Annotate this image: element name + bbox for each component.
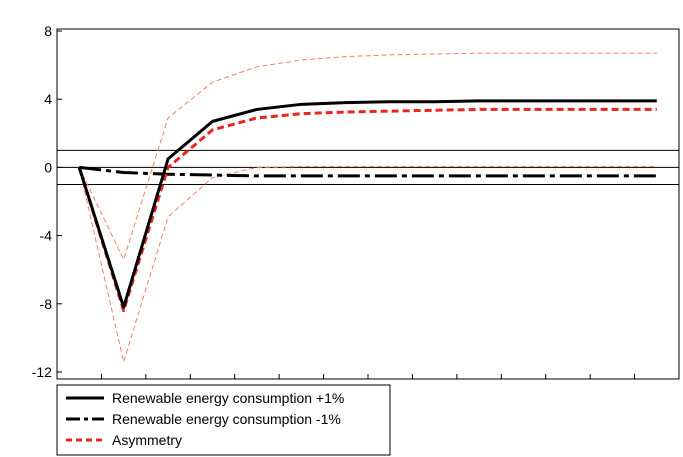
y-tick-label-1: 8	[44, 23, 52, 39]
series-line-2	[79, 165, 657, 178]
y-tick-label-6: -12	[32, 364, 52, 380]
legend: Renewable energy consumption +1% Renewab…	[56, 384, 391, 456]
y-tick-label-5: -8	[40, 296, 53, 312]
axis-ticks	[56, 30, 680, 379]
y-tick-label-2: 4	[44, 91, 52, 107]
series-line-3	[77, 107, 657, 313]
series-line-1	[77, 99, 657, 309]
legend-label-series-3: Asymmetry	[112, 432, 182, 448]
legend-label-series-2: Renewable energy consumption -1%	[112, 411, 341, 427]
series-lines	[77, 52, 657, 363]
series-line-5	[78, 166, 657, 363]
series-line-4	[78, 52, 657, 260]
y-tick-label-3: 0	[44, 159, 52, 175]
legend-box	[56, 384, 391, 456]
y-axis-tick-labels: 8 4 0 -4 -8 -12	[32, 23, 52, 380]
legend-label-series-1: Renewable energy consumption +1%	[112, 390, 344, 406]
plot-frame	[56, 28, 680, 380]
y-tick-label-4: -4	[40, 228, 53, 244]
